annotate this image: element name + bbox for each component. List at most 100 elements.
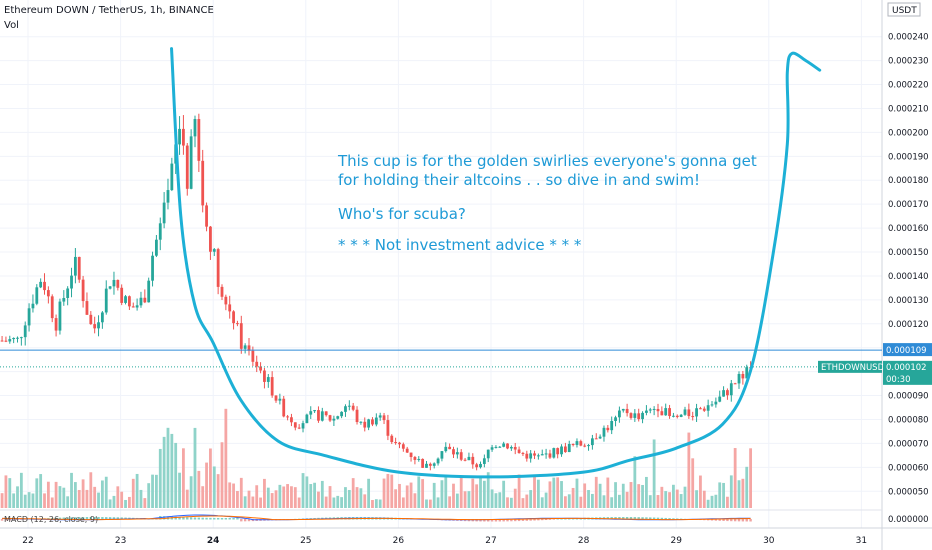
candle-body: [62, 297, 66, 302]
candles: [0, 113, 752, 471]
annotation-line-2: for holding their altcoins . . so dive i…: [338, 171, 701, 189]
volume-bar: [31, 493, 35, 508]
macd-bar: [201, 517, 204, 520]
macd-bar: [672, 518, 675, 520]
macd-bar: [726, 519, 729, 522]
candle-body: [344, 406, 347, 412]
candle-body: [185, 145, 189, 189]
volume-bar: [73, 482, 77, 508]
volume-bar: [602, 495, 606, 508]
macd-bar: [247, 519, 251, 522]
annotation-line-1: This cup is for the golden swirlies ever…: [338, 152, 757, 170]
volume-bar: [332, 497, 336, 508]
x-tick-label: 29: [670, 536, 682, 546]
volume-bar: [448, 496, 452, 508]
candle-body: [594, 438, 598, 440]
volume-bar: [155, 474, 158, 508]
candle-body: [583, 445, 587, 447]
macd-bar: [189, 517, 193, 520]
macd-bar: [4, 519, 8, 521]
candle-body: [193, 119, 197, 137]
candle-body: [475, 464, 479, 468]
candle-body: [633, 413, 637, 418]
macd-bar: [660, 517, 664, 520]
macd-bar: [186, 517, 189, 520]
candle-body: [733, 383, 737, 385]
volume-bar: [436, 497, 440, 508]
volume-bar: [124, 499, 127, 508]
macd-bar: [112, 517, 116, 520]
volume-bar: [23, 494, 27, 508]
candle-body: [255, 361, 259, 367]
macd-bar: [514, 519, 517, 522]
candle-body: [706, 405, 710, 411]
candle-body: [702, 408, 706, 411]
macd-bar: [20, 519, 23, 520]
volume-bar: [313, 482, 316, 508]
x-tick-label: 27: [485, 536, 496, 546]
y-tick-label: 0.000240: [888, 33, 929, 43]
volume-bar: [50, 497, 54, 508]
candle-body: [637, 413, 641, 420]
macd-bar: [502, 519, 505, 522]
candle-body: [232, 311, 235, 324]
volume-bar: [344, 487, 347, 508]
macd-bar: [81, 517, 85, 520]
volume-bar: [309, 484, 313, 508]
volume-bar: [606, 477, 610, 508]
candle-body: [151, 255, 154, 281]
volume-bar: [575, 478, 579, 508]
y-tick-label: 0.000050: [888, 487, 929, 497]
macd-bar: [629, 517, 633, 520]
volume-bar: [525, 494, 529, 508]
volume-bar: [340, 497, 344, 508]
volume-bar: [209, 448, 212, 508]
candle-body: [158, 223, 162, 240]
candle-body: [351, 405, 355, 410]
macd-bar: [93, 517, 96, 520]
candle-body: [336, 416, 340, 419]
candle-body: [563, 446, 567, 453]
macd-bar: [737, 519, 741, 522]
volume-bar: [147, 483, 151, 508]
volume-bar: [212, 466, 216, 508]
volume-bar: [174, 442, 178, 508]
volume-bar: [729, 475, 733, 508]
macd-bar: [162, 516, 166, 520]
volume-bar: [475, 484, 479, 508]
macd-bar: [625, 517, 629, 520]
volume-bar: [409, 482, 413, 508]
macd-bar: [216, 517, 220, 520]
volume-bar: [77, 489, 81, 508]
volume-bar: [236, 491, 239, 508]
volume-bar: [413, 493, 417, 508]
candle-body: [93, 324, 97, 329]
macd-bar: [228, 517, 231, 520]
volume-bar: [710, 495, 714, 508]
x-tick-label: 28: [578, 536, 590, 546]
volume-bar: [259, 497, 262, 508]
signal-line: [2, 515, 751, 521]
x-tick-label: 26: [393, 536, 405, 546]
macd-bar: [641, 517, 644, 520]
candle-body: [228, 304, 232, 312]
macd-bar: [521, 519, 525, 521]
candle-body: [494, 446, 498, 448]
volume-bar: [482, 480, 486, 508]
volume-bar: [417, 476, 421, 508]
candle-body: [263, 370, 266, 382]
volume-bar: [718, 482, 722, 508]
candle-body: [27, 308, 31, 326]
macd-bar: [0, 519, 4, 521]
volume-bar: [618, 494, 621, 508]
candle-body: [367, 419, 371, 428]
volume-bars: [0, 408, 752, 508]
y-tick-label: 0.000180: [888, 176, 929, 186]
volume-bar: [19, 472, 23, 508]
volume-bar: [610, 497, 614, 508]
volume-bar: [486, 472, 490, 508]
macd-bar: [213, 517, 216, 520]
volume-bar: [509, 497, 513, 508]
candle-body: [66, 288, 70, 298]
macd-bar: [556, 518, 559, 520]
